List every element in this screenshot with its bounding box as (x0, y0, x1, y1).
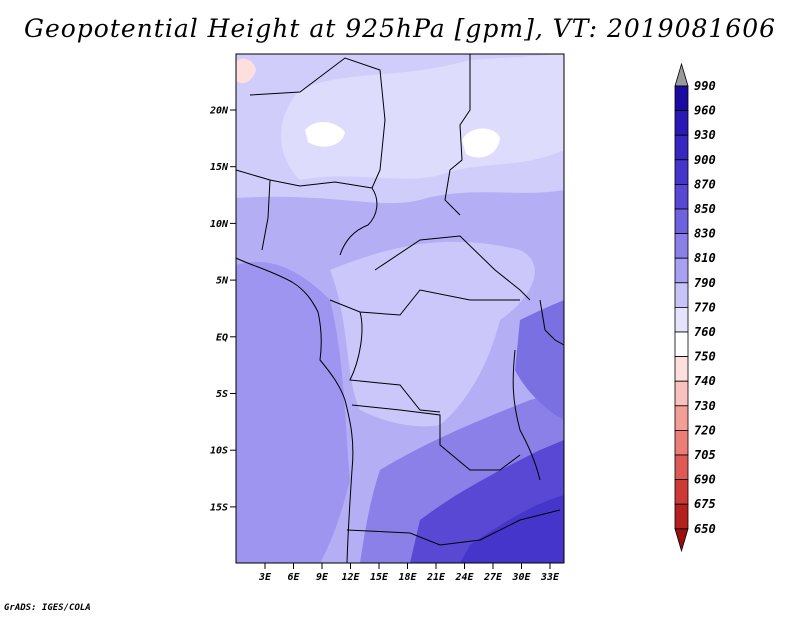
colorbar-label: 675 (694, 497, 716, 511)
border-congo-1 (329, 289, 520, 316)
colorbar-swatch (674, 134, 689, 161)
lat-label: 15S (210, 502, 228, 513)
lon-label: 33E (540, 572, 560, 583)
colorbar-label: 900 (694, 153, 716, 167)
chart-title: Geopotential Height at 925hPa [gpm], VT:… (23, 14, 777, 43)
border-north-2 (444, 54, 471, 216)
colorbar-label: 770 (694, 300, 716, 314)
colorbar-swatch (674, 159, 689, 185)
colorbar-swatch (674, 208, 689, 235)
lon-label: 15E (370, 572, 389, 583)
colorbar-swatch (674, 503, 689, 530)
border-sahel-2 (261, 179, 271, 251)
field-east-band (515, 300, 564, 420)
lon-label: 18E (398, 572, 417, 583)
field-central-light (330, 241, 535, 427)
lat-label: 10S (210, 446, 228, 457)
colorbar-label: 750 (694, 350, 716, 364)
lon-label: 9E (316, 572, 329, 583)
colorbar-label: 870 (694, 177, 716, 191)
colorbar-label: 960 (694, 104, 716, 118)
colorbar-swatch (674, 233, 689, 259)
field-white-patch-1 (305, 121, 345, 147)
border-lake-chad (339, 187, 378, 256)
colorbar-label: 830 (694, 227, 716, 241)
lon-label: 6E (287, 572, 300, 583)
colorbar-label: 730 (694, 399, 716, 413)
border-congo-2 (349, 311, 441, 413)
colorbar-swatch (674, 454, 689, 481)
lat-label: 5S (216, 389, 228, 400)
country-borders (235, 54, 565, 564)
border-sahel-1 (235, 169, 373, 189)
colorbar-label: 990 (694, 79, 716, 93)
lon-label: 21E (426, 572, 446, 583)
colorbar-bottom-arrow (674, 528, 689, 553)
colorbar-swatch (674, 257, 689, 284)
colorbar-label: 720 (694, 423, 716, 437)
colorbar-top-arrow (674, 62, 689, 87)
colorbar-swatch (674, 306, 689, 333)
lon-label: 3E (258, 572, 272, 583)
colorbar-label: 760 (694, 325, 716, 339)
coastline-west (235, 257, 354, 564)
colorbar-swatch (674, 479, 689, 505)
border-east-lakes (512, 349, 541, 481)
colorbar-swatch (674, 183, 689, 210)
longitude-axis: 3E 6E 9E 12E 15E 18E 21E 24E 27E 30E 33E (258, 563, 560, 583)
lat-label: EQ (216, 332, 228, 343)
latitude-axis: 20N 15N 10N 5N EQ 5S 10S 15S (209, 106, 236, 513)
border-angola (346, 509, 561, 546)
lon-label: 27E (483, 572, 503, 583)
colorbar-label: 705 (694, 448, 716, 462)
border-drc-south (351, 404, 521, 471)
lon-label: 24E (454, 572, 474, 583)
lat-label: 5N (216, 276, 229, 287)
colorbar-label: 810 (694, 251, 716, 265)
colorbar: 990 960 930 900 870 850 830 810 790 770 760 750 740 7… (674, 62, 716, 553)
colorbar-label: 790 (694, 276, 716, 290)
lon-label: 30E (511, 572, 531, 583)
colorbar-swatch (674, 380, 689, 407)
field-pink-corner (236, 58, 256, 84)
colorbar-swatch (674, 429, 689, 456)
lat-label: 10N (210, 219, 229, 230)
lat-label: 20N (209, 106, 229, 117)
border-north-1 (249, 57, 386, 189)
colorbar-swatch (674, 331, 689, 358)
map-frame (235, 53, 565, 564)
field-white-patch-2 (462, 128, 500, 158)
colorbar-label: 930 (694, 128, 716, 142)
lon-label: 12E (341, 572, 360, 583)
map-field (236, 54, 564, 563)
colorbar-swatch (674, 282, 689, 308)
colorbar-swatch (674, 85, 689, 112)
lat-label: 15N (210, 162, 229, 173)
colorbar-label: 690 (694, 473, 716, 487)
field-southeast-darkest (460, 495, 564, 563)
colorbar-label: 850 (694, 202, 716, 216)
colorbar-swatch (674, 110, 689, 136)
credit-label: GrADS: IGES/COLA (4, 603, 91, 613)
colorbar-swatch (674, 356, 689, 382)
colorbar-label: 740 (694, 374, 716, 388)
border-east (539, 299, 565, 346)
colorbar-swatch (674, 405, 689, 431)
colorbar-label: 650 (694, 522, 716, 536)
border-car (374, 235, 531, 301)
